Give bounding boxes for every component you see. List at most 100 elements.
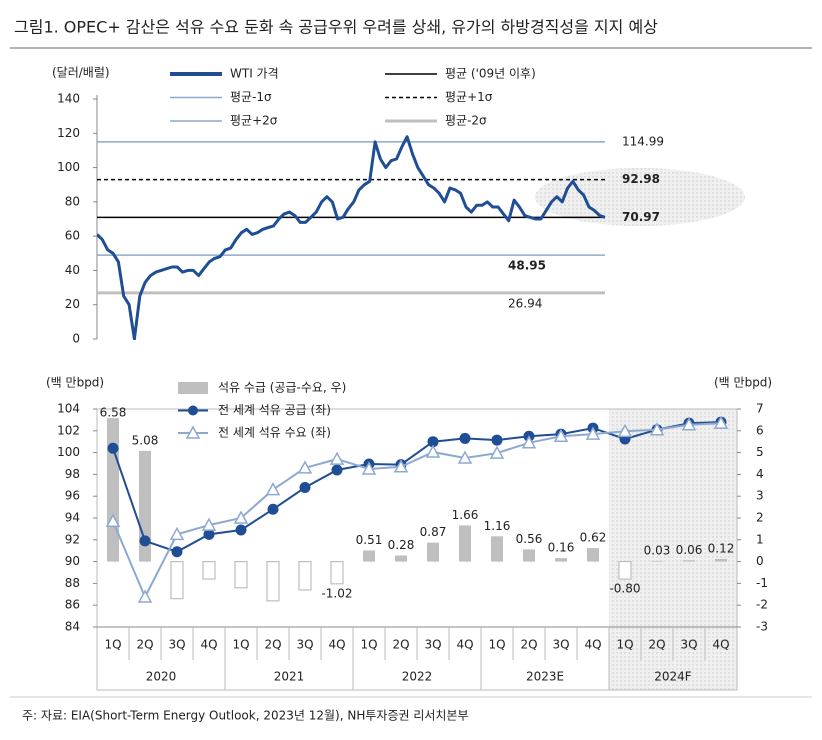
y-tick-label: 100 (57, 160, 80, 174)
y-axis-unit: (달러/배럴) (52, 66, 110, 80)
reference-label: 92.98 (622, 172, 660, 186)
x-tick-label: 2Q (264, 638, 281, 652)
y-tick-label: 102 (57, 423, 80, 437)
y2-tick-label: -1 (756, 576, 768, 590)
point (171, 546, 183, 558)
bar (427, 542, 439, 562)
bar (459, 525, 471, 562)
bar-value-label: -0.80 (609, 582, 640, 596)
legend-label: WTI 가격 (230, 67, 279, 81)
legend-label: 석유 수급 (공급-수요, 우) (218, 381, 346, 395)
bar-value-label: 0.56 (516, 532, 543, 546)
bar (298, 560, 312, 591)
x-tick-label: 1Q (488, 638, 505, 652)
bar (107, 418, 119, 562)
bar-value-label: 5.08 (132, 433, 159, 447)
y-tick-label: 90 (65, 554, 80, 568)
point (265, 482, 281, 496)
x-tick-label: 3Q (168, 638, 185, 652)
y-tick-label: 94 (65, 511, 80, 525)
y2-tick-label: 4 (756, 467, 764, 481)
point (203, 528, 215, 540)
legend-label: 전 세계 석유 수요 (좌) (218, 426, 331, 440)
price-line (97, 135, 606, 340)
y-tick-label: 92 (65, 532, 80, 546)
group-label: 2024F (654, 670, 692, 684)
point (649, 422, 665, 436)
bar (555, 558, 567, 562)
y-tick-label: 40 (65, 263, 80, 277)
bar-value-label: 1.16 (484, 519, 511, 533)
point (521, 435, 537, 449)
x-tick-label: 4Q (712, 638, 729, 652)
x-tick-label: 2Q (392, 638, 409, 652)
point (297, 460, 313, 474)
bar (170, 560, 184, 600)
x-tick-label: 2Q (648, 638, 665, 652)
y-tick-label: 86 (65, 598, 80, 612)
y-tick-label: 104 (57, 402, 80, 416)
point (713, 415, 729, 429)
x-tick-label: 3Q (424, 638, 441, 652)
point (361, 461, 377, 475)
y2-tick-label: 3 (756, 489, 764, 503)
x-tick-label: 3Q (296, 638, 313, 652)
point (331, 464, 343, 476)
y-tick-label: 140 (57, 92, 80, 106)
point (105, 513, 121, 528)
bar-value-label: 0.12 (708, 541, 735, 555)
legend-label: 전 세계 석유 공급 (좌) (218, 403, 331, 417)
y-tick-label: 120 (57, 126, 80, 140)
plot-clip (97, 135, 606, 340)
y2-tick-label: 6 (756, 423, 764, 437)
bar (587, 548, 599, 562)
bar (266, 560, 280, 602)
point (457, 450, 473, 464)
x-tick-label: 4Q (328, 638, 345, 652)
group-label: 2020 (146, 670, 177, 684)
reference-label: 26.94 (508, 296, 542, 310)
figure-title: 그림1. OPEC+ 감산은 석유 수요 둔화 속 공급우위 우려를 상쇄, 유… (14, 18, 658, 37)
group-label: 2023E (526, 670, 564, 684)
point (107, 442, 119, 454)
legend-label: 평균-1σ (230, 90, 272, 104)
point (393, 459, 409, 473)
bar-value-label: 0.62 (580, 531, 607, 545)
y-axis-unit: (백 만bpd) (46, 376, 104, 390)
reference-label: 48.95 (508, 259, 546, 273)
x-tick-label: 3Q (552, 638, 569, 652)
y-tick-label: 88 (65, 576, 80, 590)
point (427, 436, 439, 448)
bar (618, 560, 632, 580)
bar (651, 560, 663, 562)
y2-axis-unit: (백 만bpd) (714, 376, 772, 390)
footer-note: 주: 자료: EIA(Short-Term Energy Outlook, 20… (22, 709, 469, 723)
bar-value-label: 1.66 (452, 508, 479, 522)
legend-marker (185, 425, 201, 439)
legend-label: 평균+1σ (445, 90, 493, 104)
point (235, 524, 247, 536)
y-tick-label: 60 (65, 229, 80, 243)
group-label: 2021 (274, 670, 305, 684)
y2-tick-label: 7 (756, 402, 764, 416)
group-label: 2022 (402, 670, 433, 684)
y-tick-label: 0 (72, 332, 80, 346)
y-tick-label: 80 (65, 194, 80, 208)
point (201, 517, 217, 531)
point (169, 526, 185, 541)
x-tick-label: 4Q (456, 638, 473, 652)
reference-label: 114.99 (622, 134, 664, 148)
legend-label: 평균+2σ (230, 114, 278, 128)
highlight-ellipse (535, 168, 745, 226)
point (139, 535, 151, 547)
x-tick-label: 2Q (136, 638, 153, 652)
series-line (112, 422, 722, 600)
bar-value-label: 0.28 (388, 538, 415, 552)
y2-tick-label: 2 (756, 511, 764, 525)
bar-value-label: 0.87 (420, 525, 447, 539)
x-tick-label: 1Q (616, 638, 633, 652)
bar-value-label: 0.16 (548, 541, 575, 555)
bar (202, 560, 216, 580)
